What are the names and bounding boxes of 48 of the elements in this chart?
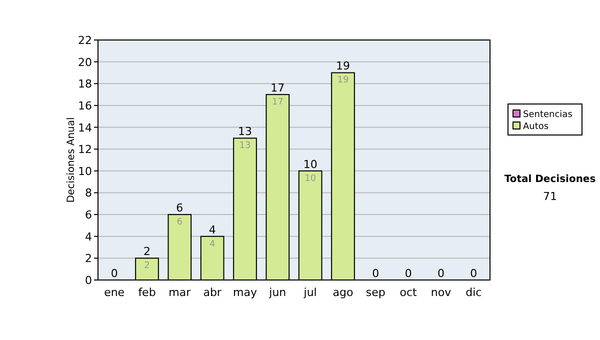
x-tick-label: sep	[366, 286, 386, 299]
x-tick-label: mar	[168, 286, 192, 299]
y-tick-label: 18	[78, 78, 92, 91]
y-tick-label: 2	[85, 252, 92, 266]
x-tick-label: nov	[430, 286, 452, 299]
data-label: 19	[337, 76, 349, 86]
y-tick-label: 20	[78, 56, 92, 69]
text: 71	[543, 190, 557, 203]
legend-label: Autos	[523, 122, 549, 132]
x-tick-label: may	[233, 286, 258, 299]
total-label: 0	[404, 267, 412, 280]
y-tick-label: 16	[78, 99, 92, 112]
total-label: 0	[470, 267, 478, 280]
x-tick-label: ene	[104, 286, 125, 299]
data-label: 17	[272, 98, 284, 108]
total-label: 4	[208, 223, 216, 236]
x-tick-label: feb	[138, 286, 156, 299]
total-label: 2	[144, 245, 150, 258]
text: Total Decisiones	[504, 174, 596, 185]
y-tick-label: 4	[85, 230, 92, 244]
total-label: 10	[303, 158, 318, 171]
data-label: 2	[144, 261, 150, 272]
total-label: 6	[176, 202, 184, 215]
x-tick-label: jul	[302, 286, 317, 299]
total-label: 13	[238, 125, 252, 138]
total-label: 0	[438, 267, 444, 280]
y-tick-label: 12	[78, 143, 92, 156]
legend-label: Sentencias	[523, 110, 573, 120]
total-label: 17	[270, 82, 285, 95]
y-tick-label: 8	[85, 186, 92, 200]
y-axis-title: Decisiones Anual	[66, 117, 77, 203]
x-tick-label: oct	[400, 286, 418, 299]
y-tick-label: 22	[78, 34, 92, 47]
data-label: 13	[239, 141, 251, 152]
y-tick-label: 10	[78, 164, 92, 178]
x-tick-label: dic	[466, 286, 482, 299]
x-tick-label: jun	[268, 286, 286, 299]
y-tick-label: 14	[78, 121, 92, 134]
x-tick-label: ago	[332, 286, 354, 299]
total-label: 0	[110, 267, 118, 280]
x-tick-label: abr	[203, 286, 222, 299]
total-label: 19	[336, 60, 350, 73]
y-tick-label: 6	[85, 208, 92, 222]
data-label: 6	[176, 218, 183, 228]
data-label: 10	[304, 174, 316, 184]
total-label: 0	[372, 267, 380, 280]
y-tick-label: 0	[85, 274, 92, 287]
data-label: 4	[209, 239, 216, 250]
